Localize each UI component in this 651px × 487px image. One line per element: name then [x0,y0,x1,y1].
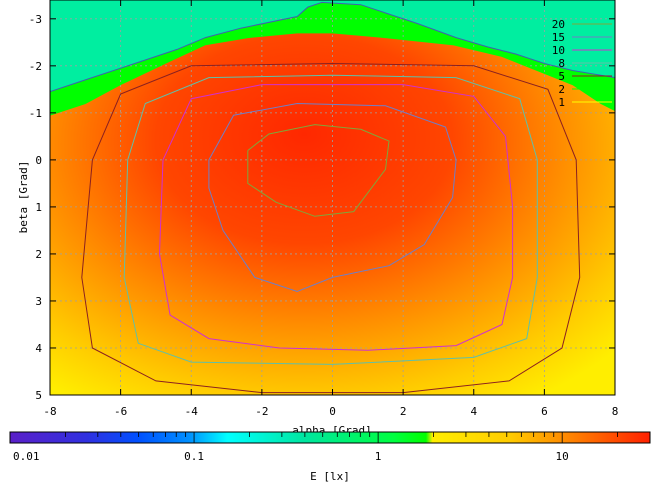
contour-line-20 [247,124,390,217]
x-tick-label: 6 [541,405,548,418]
y-tick-label: 2 [35,248,42,261]
x-tick-label: 4 [470,405,477,418]
legend-label: 10 [552,44,565,57]
y-tick-label: 4 [35,342,42,355]
colorbar-tick-label: 0.01 [13,450,40,463]
y-tick-label: 3 [35,295,42,308]
y-axis-label: beta [Grad] [17,161,30,234]
y-tick-label: 5 [35,389,42,402]
contour-line-15 [208,102,457,293]
x-tick-label: -8 [43,405,56,418]
y-tick-label: -1 [29,107,42,120]
contour-line-10 [158,84,514,351]
x-tick-label: 0 [329,405,336,418]
colorbar-ticks: 0.01 0.1 1 10 [9,432,651,463]
contour-line-2 [50,32,615,116]
y-tick-label: -3 [29,13,42,26]
legend-label: 2 [558,83,565,96]
legend-label: 5 [558,70,565,83]
x-tick-label: -4 [185,405,199,418]
contour-line [50,1,615,93]
contour-lines [50,1,615,394]
colorbar-tick-label: 10 [556,450,569,463]
y-tick-label: 0 [35,154,42,167]
colorbar-tick-label: 0.1 [184,450,204,463]
x-axis-ticks: -8 -6 -4 -2 0 2 4 6 8 [43,0,618,418]
low-illuminance-region [50,0,615,92]
x-tick-label: 2 [400,405,407,418]
legend-label: 8 [558,57,565,70]
y-tick-label: -2 [29,60,42,73]
x-tick-label: -2 [255,405,268,418]
x-tick-label: 8 [612,405,619,418]
legend-label: 20 [552,18,565,31]
y-tick-label: 1 [35,201,42,214]
colorbar-label: E [lx] [310,470,350,483]
contour-line-8 [123,74,538,365]
x-tick-label: -6 [114,405,127,418]
legend-label: 15 [552,31,565,44]
contour-line-5 [81,62,581,394]
colorbar-tick-label: 1 [375,450,382,463]
legend-label: 1 [558,96,565,109]
